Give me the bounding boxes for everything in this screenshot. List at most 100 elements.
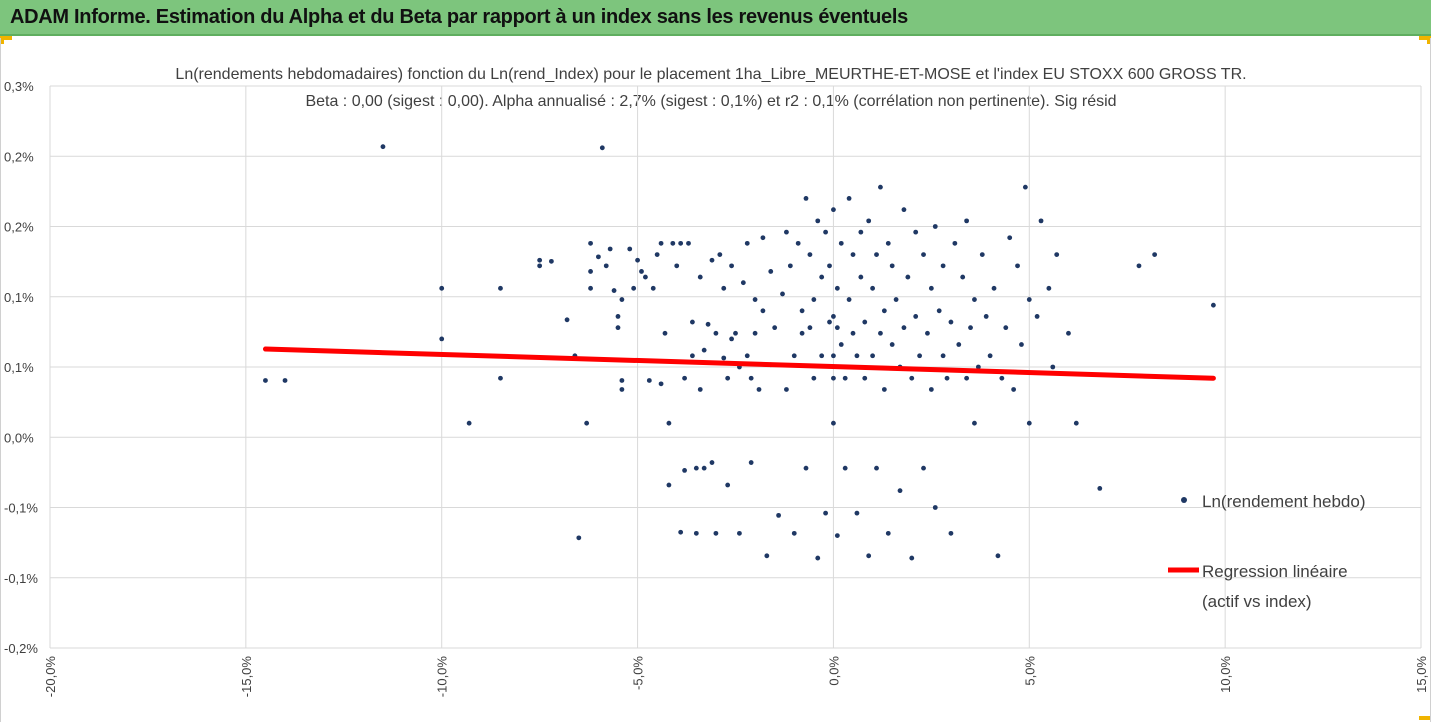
y-tick-label: 0,2% (4, 149, 34, 164)
data-point (838, 342, 844, 347)
data-point (972, 297, 977, 302)
data-point (588, 240, 593, 246)
y-tick-label: 0,2% (4, 220, 34, 235)
x-tick-label: 5,0% (1022, 656, 1037, 686)
data-point (889, 342, 895, 347)
data-point (866, 553, 872, 559)
data-point (819, 353, 825, 359)
y-tick-label: 0,0% (4, 430, 34, 445)
data-point (991, 285, 997, 291)
data-point (744, 353, 750, 359)
data-point (834, 285, 840, 291)
data-point (850, 330, 856, 336)
data-point (748, 375, 754, 381)
data-point (885, 240, 891, 246)
data-point (948, 319, 954, 325)
data-point (709, 460, 715, 465)
data-point (803, 196, 809, 201)
data-point (674, 263, 680, 269)
data-point (729, 336, 734, 342)
data-point (740, 280, 746, 286)
scatter-chart: Ln(rendements hebdomadaires) fonction du… (4, 66, 1429, 698)
data-point (537, 263, 543, 269)
data-point (870, 285, 875, 291)
data-point (1019, 342, 1024, 347)
data-point (548, 258, 554, 264)
x-tick-label: 10,0% (1218, 656, 1233, 693)
data-point (1046, 285, 1052, 291)
data-point (748, 460, 754, 465)
data-point (697, 274, 703, 280)
data-point (811, 375, 817, 381)
data-point (705, 321, 711, 327)
data-point (842, 465, 848, 471)
data-point (842, 375, 848, 381)
data-point (968, 325, 973, 331)
data-point (588, 285, 593, 291)
data-point (881, 387, 887, 392)
data-point (854, 510, 860, 516)
data-point (658, 381, 664, 387)
data-point (729, 263, 734, 269)
data-point (972, 420, 977, 426)
x-axis: -20,0% -15,0% -10,0% -5,0% 0,0% 5,0% 10,0% 15,0… (43, 656, 1429, 698)
data-point (952, 240, 958, 246)
data-point (709, 257, 715, 263)
corner-marker-left (0, 36, 12, 40)
data-point (921, 252, 926, 257)
data-point (897, 488, 903, 494)
data-point (721, 355, 727, 361)
legend-line-label-2: (actif vs index) (1202, 592, 1312, 611)
data-point (1015, 263, 1020, 269)
y-tick-label: 0,1% (4, 290, 34, 305)
y-tick-label: 0,3% (4, 79, 34, 94)
data-point (1152, 252, 1158, 257)
data-point (956, 342, 962, 347)
data-point (791, 353, 797, 359)
data-point (1011, 387, 1017, 392)
y-tick-label: -0,2% (4, 641, 38, 656)
data-point (909, 555, 915, 561)
data-point (646, 378, 652, 383)
data-point (823, 510, 828, 516)
data-point (862, 375, 868, 381)
data-point (858, 229, 864, 235)
data-point (807, 252, 813, 257)
data-point (756, 387, 762, 392)
data-point (940, 353, 946, 359)
data-point (827, 319, 832, 325)
x-tick-label: -10,0% (435, 656, 450, 698)
banner-title: ADAM Informe. Estimation du Alpha et du … (10, 6, 908, 28)
data-point (776, 512, 781, 518)
data-point (1073, 420, 1079, 426)
chart-area: Ln(rendements hebdomadaires) fonction du… (0, 38, 1431, 722)
data-point (838, 240, 844, 246)
data-point (983, 314, 989, 319)
data-point (772, 325, 778, 331)
data-point (913, 229, 919, 235)
data-point (1026, 297, 1032, 302)
data-point (834, 325, 840, 331)
chart-title: Ln(rendements hebdomadaires) fonction du… (175, 66, 1246, 83)
x-tick-label: -15,0% (239, 656, 254, 698)
data-point (584, 420, 590, 426)
data-point (631, 285, 637, 291)
data-point (995, 553, 1001, 559)
data-point (834, 533, 840, 538)
data-point (885, 530, 891, 536)
data-point (881, 308, 887, 314)
data-point (846, 196, 852, 201)
data-point (690, 353, 695, 359)
data-point (744, 240, 750, 246)
data-point (678, 529, 684, 535)
data-point (850, 252, 856, 257)
data-point (870, 353, 875, 359)
data-point (901, 325, 907, 331)
data-point (466, 420, 472, 426)
data-point (979, 252, 985, 257)
x-tick-label: 0,0% (826, 656, 841, 686)
data-point (701, 465, 707, 471)
data-point (263, 378, 268, 383)
corner-marker-right (1419, 36, 1431, 40)
data-point (635, 257, 640, 263)
